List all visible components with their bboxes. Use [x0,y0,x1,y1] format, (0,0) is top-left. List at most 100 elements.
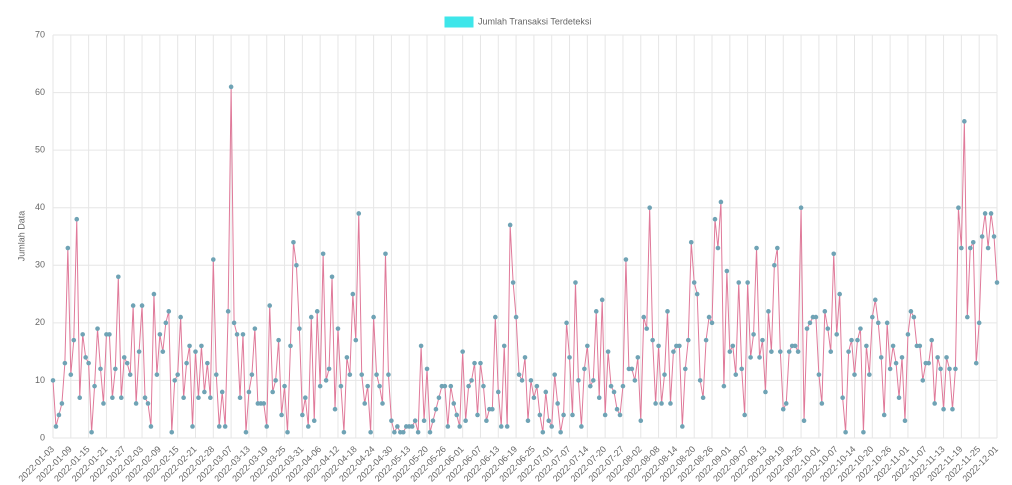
point [297,326,302,331]
point [736,280,741,285]
point [410,424,415,429]
point [823,309,828,314]
point [701,395,706,400]
point [775,246,780,251]
y-tick-label: 60 [35,87,45,97]
point [588,384,593,389]
point [541,430,546,435]
y-tick-label: 10 [35,375,45,385]
point [155,372,160,377]
point [529,378,534,383]
point [460,349,465,354]
point [77,395,82,400]
point [704,338,709,343]
point [698,378,703,383]
point [303,395,308,400]
point [232,321,237,326]
point [187,344,192,349]
point [490,407,495,412]
point [555,401,560,406]
point [493,315,498,320]
point [621,384,626,389]
point [116,275,121,280]
point [784,401,789,406]
point [353,338,358,343]
point [119,395,124,400]
point [466,384,471,389]
point [279,413,284,418]
point [475,413,480,418]
point [600,298,605,303]
point [502,344,507,349]
point [499,424,504,429]
point [146,401,151,406]
point [451,401,456,406]
point [267,303,272,308]
point [825,326,830,331]
point [757,355,762,360]
point [870,315,875,320]
point [597,395,602,400]
point [909,309,914,314]
y-tick-label: 40 [35,202,45,212]
point [532,395,537,400]
point [683,367,688,372]
point [641,315,646,320]
point [285,430,290,435]
point [425,367,430,372]
point [202,390,207,395]
point [60,401,65,406]
point [903,418,908,423]
point [843,430,848,435]
legend-label: Jumlah Transaksi Terdeteksi [478,16,591,26]
point [594,309,599,314]
point [309,315,314,320]
point [238,395,243,400]
point [647,205,652,210]
point [294,263,299,268]
point [365,384,370,389]
point [680,424,685,429]
point [820,401,825,406]
point [938,367,943,372]
point [535,384,540,389]
point [579,424,584,429]
point [184,361,189,366]
point [983,211,988,216]
point [855,338,860,343]
point [609,384,614,389]
point [935,355,940,360]
point [992,234,997,239]
point [689,240,694,245]
point [208,395,213,400]
point [754,246,759,251]
point [858,326,863,331]
point [419,344,424,349]
point [71,338,76,343]
point [748,355,753,360]
point [356,211,361,216]
point [692,280,697,285]
point [434,407,439,412]
point [143,395,148,400]
point [472,361,477,366]
point [517,372,522,377]
point [261,401,266,406]
point [247,390,252,395]
point [95,326,100,331]
point [977,321,982,326]
point [730,344,735,349]
point [178,315,183,320]
point [986,246,991,251]
point [751,332,756,337]
point [947,367,952,372]
point [131,303,136,308]
point [220,390,225,395]
point [861,430,866,435]
point [733,372,738,377]
point [226,309,231,314]
chart: Jumlah Data 0102030405060702022-01-03202… [0,0,1012,485]
point [413,418,418,423]
point [793,344,798,349]
point [336,326,341,331]
